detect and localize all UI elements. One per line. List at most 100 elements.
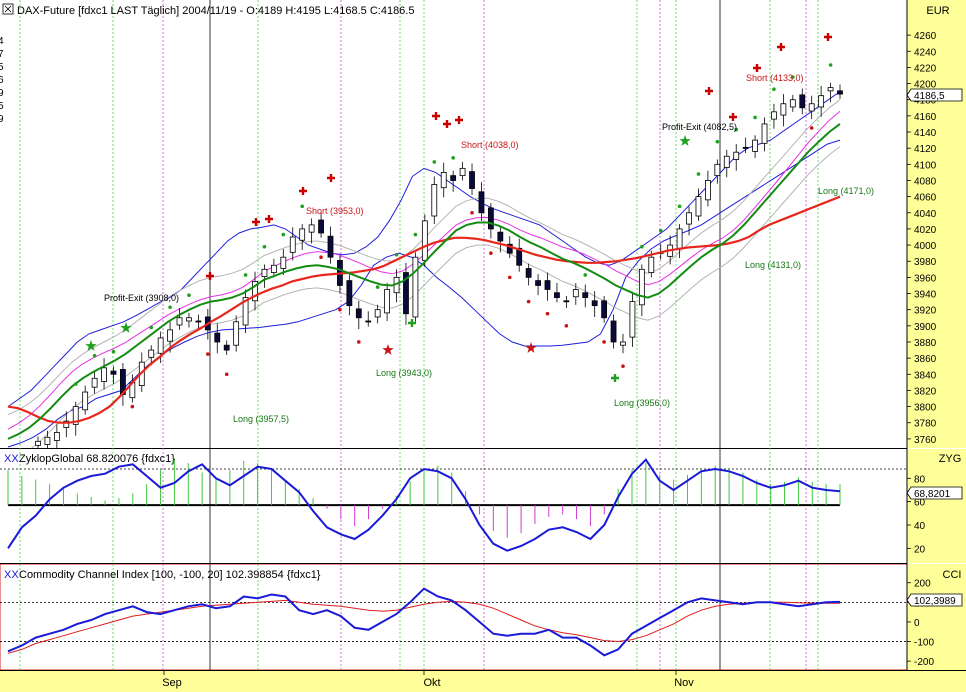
short-signal-cross (206, 272, 214, 280)
time-axis (0, 670, 966, 692)
price-last-tag: 4186,5 (906, 88, 963, 102)
candle-body (355, 308, 362, 319)
candle-body (233, 321, 240, 346)
long-signal-cross (611, 374, 619, 382)
candle-body (35, 440, 41, 446)
candle-body (261, 268, 268, 277)
edge-glyph: 5 (0, 62, 4, 73)
short-signal-cross (455, 116, 463, 124)
candle-body (695, 196, 702, 217)
candle-body (808, 103, 815, 112)
green-dot (696, 172, 701, 176)
short-signal-cross (443, 120, 451, 128)
svg-text:XX: XX (4, 569, 19, 581)
candle-body (365, 320, 372, 323)
candle-body (789, 99, 796, 108)
candle-body (403, 272, 409, 315)
price-title: DAX-Future [fdxc1 LAST Täglich] 2004/11/… (17, 5, 414, 17)
candle-body (242, 297, 249, 326)
zyg-tick-labels: 20 40 60 80 (907, 474, 926, 555)
candle-body (223, 344, 230, 351)
price-tick-label: 4000 (914, 241, 937, 252)
cci-plot-area[interactable] (0, 563, 908, 671)
price-tick-label: 4080 (914, 176, 937, 187)
currency-label: EUR (926, 5, 949, 17)
zyg-last-value: 68,8201 (914, 489, 951, 500)
candle-body (214, 332, 221, 343)
short-signal-cross (432, 112, 440, 120)
candle-body (270, 264, 277, 273)
red-dot (621, 364, 625, 369)
price-tick-label: 4020 (914, 225, 937, 236)
green-dot (413, 232, 418, 237)
short-signal-cross (824, 33, 832, 41)
green-dot (168, 305, 172, 310)
short-signal-cross (777, 43, 785, 51)
green-dot (772, 87, 776, 92)
price-tick-label: 4100 (914, 160, 937, 171)
zyg-tick-label: 40 (914, 521, 926, 532)
green-dot (300, 204, 304, 209)
price-tick-label: 3760 (914, 435, 937, 446)
trade-annotation: Long (4131,0) (745, 260, 801, 270)
profit-exit-star (120, 322, 132, 333)
candle-body (440, 171, 447, 189)
candle-body (299, 228, 306, 241)
candle-body (450, 175, 457, 181)
green-dot (111, 349, 116, 354)
cci-last-tag: 102,3989 (906, 593, 963, 607)
candle-body (535, 280, 541, 286)
svg-text:XX: XX (4, 453, 19, 465)
red-dot (357, 340, 361, 344)
trade-annotation: Short (4038,0) (461, 140, 519, 150)
edge-glyph: 9 (0, 114, 4, 125)
trade-annotation: Profit-Exit (3908,0) (104, 293, 179, 303)
cci-tick-label: 0 (914, 618, 920, 629)
inner-band-lower (31, 146, 841, 448)
candle-body (72, 406, 79, 425)
time-axis-labels: Sep Okt Nov (162, 670, 694, 689)
candle-body (733, 151, 740, 160)
candle-body (167, 329, 173, 342)
trade-annotation: Short (3953,0) (306, 206, 364, 216)
candle-body (610, 320, 617, 343)
price-tick-label: 3780 (914, 419, 937, 430)
candle-body (280, 256, 287, 269)
cci-signal-line (7, 599, 840, 654)
price-plot-area[interactable] (0, 0, 907, 448)
price-tick-label: 4200 (914, 80, 937, 91)
cci-title: Commodity Channel Index [100, -100, 20] … (19, 569, 321, 581)
short-exit-star (525, 342, 537, 353)
candle-body (705, 180, 711, 201)
trade-annotation: Long (3956,0) (614, 398, 670, 408)
candle-body (186, 317, 192, 322)
price-tick-label: 3940 (914, 290, 937, 301)
zyg-axis (907, 449, 966, 563)
red-dot (206, 352, 210, 356)
candle-body (572, 289, 579, 298)
zyg-tick-label: 60 (914, 498, 926, 509)
price-chart: Profit-Exit (3908,0) Long (3957,5) Short (… (7, 33, 874, 448)
candle-body (601, 300, 608, 319)
short-exit-star (382, 344, 394, 355)
trade-annotation: Short (4133,0) (746, 73, 804, 83)
green-dot (375, 285, 380, 289)
candle-body (374, 309, 381, 318)
candle-body (469, 171, 475, 189)
green-dot (432, 160, 437, 164)
candle-body (742, 146, 749, 149)
zyg-last-tag: 68,8201 (906, 486, 963, 500)
candle-body (346, 280, 353, 307)
candle-body (487, 207, 494, 230)
time-axis-label: Sep (162, 677, 182, 689)
cci-header: XX Commodity Channel Index [100, -100, 2… (4, 569, 321, 581)
long-signal-cross (408, 319, 416, 327)
price-tick-label: 3840 (914, 370, 937, 381)
candle-body (421, 220, 428, 261)
candle-body (554, 292, 560, 298)
profit-exit-star (85, 340, 97, 351)
green-dot (658, 228, 663, 233)
green-dot (73, 382, 78, 386)
candle-body (497, 231, 504, 242)
